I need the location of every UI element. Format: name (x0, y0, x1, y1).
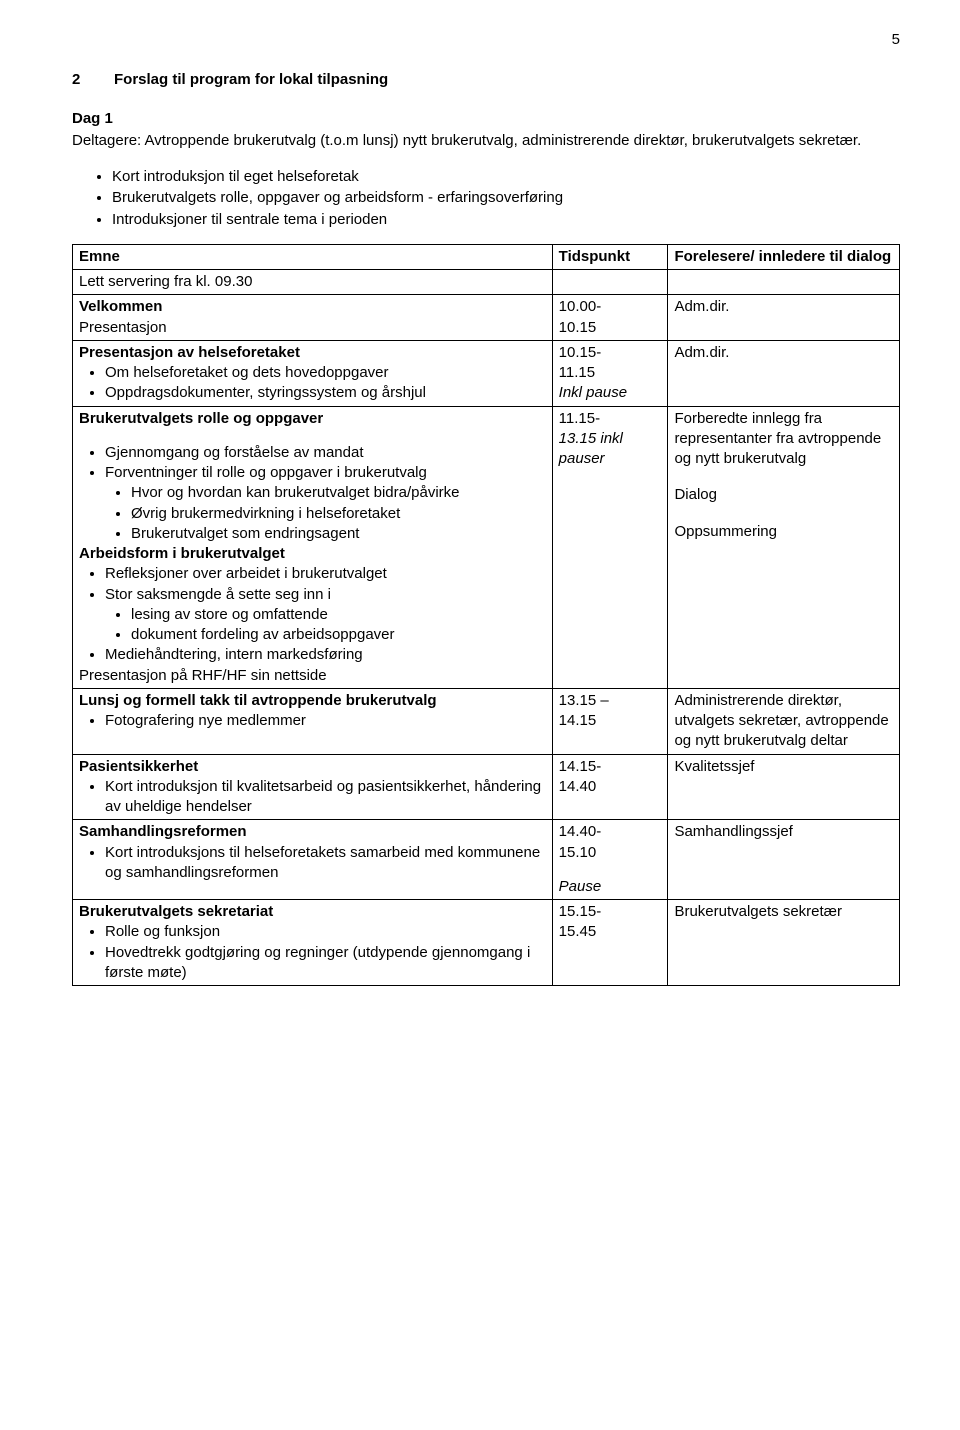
table-row: Brukerutvalgets rolle og oppgaver Gjenno… (73, 406, 900, 688)
participants-text: Deltagere: Avtroppende brukerutvalg (t.o… (72, 131, 900, 151)
section-title: Forslag til program for lokal tilpasning (114, 70, 388, 90)
emne-title: Samhandlingsreformen (79, 822, 546, 842)
cell-time: 14.40- 15.10 Pause (552, 820, 668, 900)
intro-bullets: Kort introduksjon til eget helseforetak … (72, 167, 900, 230)
time-text: 15.15- (559, 902, 662, 922)
cell-who: Adm.dir. (668, 340, 900, 406)
list-item: Øvrig brukermedvirkning i helseforetaket (131, 504, 546, 524)
time-text: 15.45 (559, 922, 662, 942)
list-item: Hovedtrekk godtgjøring og regninger (utd… (105, 943, 546, 984)
table-row: Brukerutvalgets sekretariat Rolle og fun… (73, 900, 900, 986)
emne-title: Brukerutvalgets sekretariat (79, 902, 546, 922)
list-item: Refleksjoner over arbeidet i brukerutval… (105, 564, 546, 584)
time-text: 10.00- (559, 297, 662, 317)
col-header-emne: Emne (73, 244, 553, 269)
schedule-table: Emne Tidspunkt Forelesere/ innledere til… (72, 244, 900, 986)
cell-who: Samhandlingssjef (668, 820, 900, 900)
time-text: 13.15 – (559, 691, 662, 711)
cell-who: Kvalitetssjef (668, 754, 900, 820)
cell-time: 13.15 – 14.15 (552, 688, 668, 754)
table-row: Lunsj og formell takk til avtroppende br… (73, 688, 900, 754)
who-text: Oppsummering (674, 522, 893, 542)
who-text: Forberedte innlegg fra representanter fr… (674, 409, 893, 470)
emne-title: Lunsj og formell takk til avtroppende br… (79, 691, 546, 711)
emne-title: Presentasjon av helseforetaket (79, 343, 546, 363)
list-item: Oppdragsdokumenter, styringssystem og år… (105, 383, 546, 403)
cell-emne: Lett servering fra kl. 09.30 (73, 270, 553, 295)
cell-who (668, 270, 900, 295)
cell-emne: Pasientsikkerhet Kort introduksjon til k… (73, 754, 553, 820)
time-text: 14.15- (559, 757, 662, 777)
emne-title: Velkommen (79, 297, 546, 317)
emne-title: Pasientsikkerhet (79, 757, 546, 777)
list-item: Fotografering nye medlemmer (105, 711, 546, 731)
list-item: Gjennomgang og forståelse av mandat (105, 443, 546, 463)
time-text: Inkl pause (559, 383, 662, 403)
cell-emne: Velkommen Presentasjon (73, 295, 553, 341)
table-header-row: Emne Tidspunkt Forelesere/ innledere til… (73, 244, 900, 269)
cell-time: 10.00- 10.15 (552, 295, 668, 341)
cell-time (552, 270, 668, 295)
cell-who: Brukerutvalgets sekretær (668, 900, 900, 986)
list-item: Introduksjoner til sentrale tema i perio… (112, 210, 900, 230)
list-item: Brukerutvalget som endringsagent (131, 524, 546, 544)
list-item: Kort introduksjons til helseforetakets s… (105, 843, 546, 884)
section-heading: 2 Forslag til program for lokal tilpasni… (72, 70, 900, 90)
table-row: Lett servering fra kl. 09.30 (73, 270, 900, 295)
list-item: Kort introduksjon til kvalitetsarbeid og… (105, 777, 546, 818)
cell-who: Adm.dir. (668, 295, 900, 341)
list-item: Hvor og hvordan kan brukerutvalget bidra… (131, 483, 546, 503)
list-item: lesing av store og omfattende (131, 605, 546, 625)
list-item: Stor saksmengde å sette seg inn i lesing… (105, 585, 546, 646)
time-text: 11.15 (559, 363, 662, 383)
table-row: Velkommen Presentasjon 10.00- 10.15 Adm.… (73, 295, 900, 341)
cell-emne: Brukerutvalgets sekretariat Rolle og fun… (73, 900, 553, 986)
col-header-tidspunkt: Tidspunkt (552, 244, 668, 269)
cell-emne: Samhandlingsreformen Kort introduksjons … (73, 820, 553, 900)
table-row: Pasientsikkerhet Kort introduksjon til k… (73, 754, 900, 820)
cell-time: 15.15- 15.45 (552, 900, 668, 986)
section-number: 2 (72, 70, 90, 90)
list-item: Brukerutvalgets rolle, oppgaver og arbei… (112, 188, 900, 208)
time-text: 11.15- (559, 409, 662, 429)
time-text: 10.15 (559, 318, 662, 338)
emne-title: Brukerutvalgets rolle og oppgaver (79, 409, 546, 429)
table-row: Presentasjon av helseforetaket Om helsef… (73, 340, 900, 406)
list-item: Forventninger til rolle og oppgaver i br… (105, 463, 546, 544)
time-text: 10.15- (559, 343, 662, 363)
list-item: Om helseforetaket og dets hovedoppgaver (105, 363, 546, 383)
who-text: Dialog (674, 485, 893, 505)
page-number: 5 (72, 30, 900, 50)
list-item: dokument fordeling av arbeidsoppgaver (131, 625, 546, 645)
cell-time: 11.15- 13.15 inkl pauser (552, 406, 668, 688)
list-item: Mediehåndtering, intern markedsføring (105, 645, 546, 665)
col-header-forelesere: Forelesere/ innledere til dialog (668, 244, 900, 269)
time-text: 14.40- (559, 822, 662, 842)
cell-who: Administrerende direktør, utvalgets sekr… (668, 688, 900, 754)
day-label: Dag 1 (72, 109, 900, 129)
time-text: 14.15 (559, 711, 662, 731)
cell-emne: Lunsj og formell takk til avtroppende br… (73, 688, 553, 754)
time-text: 14.40 (559, 777, 662, 797)
time-text: Pause (559, 877, 662, 897)
emne-title: Arbeidsform i brukerutvalget (79, 544, 546, 564)
list-item: Kort introduksjon til eget helseforetak (112, 167, 900, 187)
cell-emne: Presentasjon av helseforetaket Om helsef… (73, 340, 553, 406)
cell-emne: Brukerutvalgets rolle og oppgaver Gjenno… (73, 406, 553, 688)
cell-who: Forberedte innlegg fra representanter fr… (668, 406, 900, 688)
table-row: Samhandlingsreformen Kort introduksjons … (73, 820, 900, 900)
emne-sub: Presentasjon (79, 318, 546, 338)
time-text: 13.15 inkl pauser (559, 429, 662, 470)
cell-time: 14.15- 14.40 (552, 754, 668, 820)
list-item: Rolle og funksjon (105, 922, 546, 942)
time-text: 15.10 (559, 843, 662, 863)
cell-time: 10.15- 11.15 Inkl pause (552, 340, 668, 406)
emne-sub: Presentasjon på RHF/HF sin nettside (79, 666, 546, 686)
